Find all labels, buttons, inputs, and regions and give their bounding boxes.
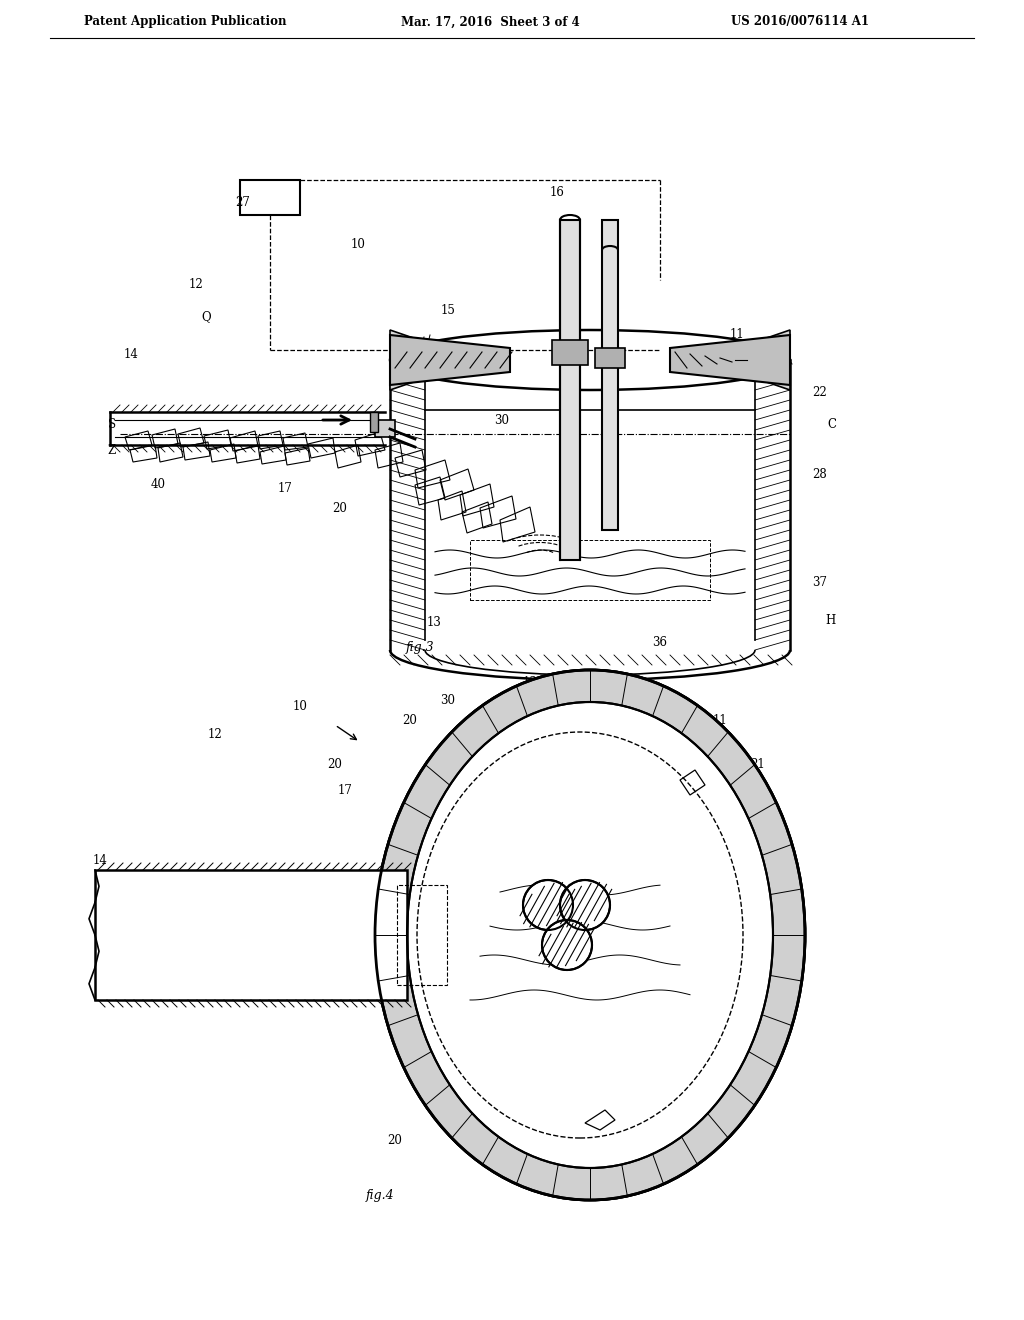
Text: 20: 20 (387, 1134, 402, 1147)
Text: 14: 14 (92, 854, 108, 866)
Text: Q: Q (201, 310, 211, 323)
Text: 28: 28 (813, 469, 827, 482)
Text: 20: 20 (328, 759, 342, 771)
Text: 15: 15 (440, 304, 456, 317)
Ellipse shape (375, 671, 805, 1200)
Text: 13: 13 (427, 615, 441, 628)
Text: fig.3: fig.3 (406, 642, 434, 655)
Text: 16: 16 (578, 888, 593, 902)
Text: 11: 11 (713, 714, 727, 726)
Text: 36: 36 (652, 635, 668, 648)
Text: 30: 30 (440, 693, 456, 706)
Text: fig.4: fig.4 (366, 1188, 394, 1201)
Ellipse shape (375, 671, 805, 1200)
Text: 21: 21 (751, 759, 765, 771)
Ellipse shape (407, 702, 773, 1168)
Text: S: S (108, 418, 116, 432)
Bar (240, 180, 300, 215)
Text: Z: Z (108, 444, 116, 457)
Text: 20: 20 (333, 502, 347, 515)
Bar (552, 341, 588, 366)
Text: 14: 14 (124, 348, 138, 362)
Text: US 2016/0076114 A1: US 2016/0076114 A1 (731, 16, 869, 29)
Bar (595, 348, 625, 368)
Bar (602, 220, 618, 531)
Text: 37: 37 (730, 1109, 745, 1122)
Bar (375, 420, 395, 437)
Text: 16: 16 (550, 186, 564, 198)
Circle shape (523, 880, 573, 931)
Polygon shape (390, 330, 425, 389)
Bar (397, 884, 447, 985)
Text: C: C (827, 418, 837, 432)
Text: Mar. 17, 2016  Sheet 3 of 4: Mar. 17, 2016 Sheet 3 of 4 (400, 16, 580, 29)
Text: 13: 13 (522, 676, 538, 689)
Text: 10: 10 (350, 239, 366, 252)
Text: 11: 11 (730, 329, 744, 342)
Text: 30: 30 (495, 413, 510, 426)
Text: 22: 22 (813, 385, 827, 399)
Bar (95, 870, 407, 1001)
Text: 27: 27 (236, 195, 251, 209)
Text: 21: 21 (553, 1162, 567, 1175)
Text: 37: 37 (812, 576, 827, 589)
Text: Patent Application Publication: Patent Application Publication (84, 16, 287, 29)
Bar (560, 220, 580, 560)
Text: 12: 12 (188, 279, 204, 292)
Text: 40: 40 (151, 479, 166, 491)
Bar (470, 540, 710, 601)
Text: 12: 12 (208, 729, 222, 742)
Polygon shape (390, 335, 510, 385)
Polygon shape (755, 330, 790, 389)
Circle shape (542, 920, 592, 970)
Text: 20: 20 (402, 714, 418, 726)
Text: H: H (825, 614, 836, 627)
Text: 17: 17 (338, 784, 352, 796)
Circle shape (560, 880, 610, 931)
Text: 17: 17 (278, 482, 293, 495)
Text: 16: 16 (541, 849, 555, 862)
Text: 10: 10 (293, 701, 307, 714)
Polygon shape (670, 335, 790, 385)
Bar (370, 412, 378, 432)
